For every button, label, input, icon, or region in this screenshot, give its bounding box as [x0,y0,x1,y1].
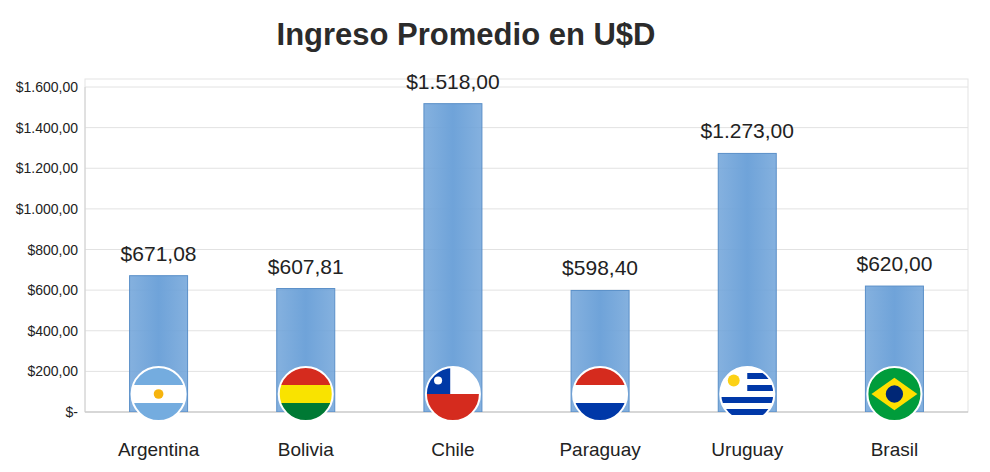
x-tick-label: Argentina [118,439,200,460]
grid-line [85,249,968,250]
y-tick-label: $1.000,00 [16,201,78,217]
flag-icon [720,367,774,421]
y-tick-label: $1.200,00 [16,160,78,176]
flag-icon [573,367,627,421]
flag-icon [279,367,333,421]
flag-ring [279,367,333,421]
flag-ring [720,367,774,421]
y-tick-label: $800,00 [27,242,78,258]
flag-ring [573,367,627,421]
y-tick-label: $400,00 [27,323,78,339]
y-tick-label: $1.400,00 [16,120,78,136]
x-tick-label: Paraguay [559,439,641,460]
flag-icon [867,367,921,421]
data-label: $598,40 [562,256,638,279]
data-label: $607,81 [268,255,344,278]
flag-ring [867,367,921,421]
grid-line [85,371,968,372]
chart-title: Ingreso Promedio en U$D [277,17,656,52]
y-tick-label: $- [66,404,79,420]
y-tick-label: $600,00 [27,282,78,298]
chart-root: $- $200,00 $400,00 $600,00 $800,00 $1.000,00 $… [0,0,990,472]
y-axis-line [85,87,86,412]
grid-line [85,290,968,291]
bars [130,104,924,412]
x-tick-label: Brasil [871,439,919,460]
x-tick-label: Bolivia [278,439,334,460]
grid-line [85,208,968,209]
data-label: $1.518,00 [406,70,499,93]
x-tick-label: Uruguay [711,439,783,460]
bar [718,153,776,412]
flag-ring [132,367,186,421]
data-label: $620,00 [856,252,932,275]
y-tick-label: $200,00 [27,363,78,379]
bar [571,290,629,412]
flag-icon [426,367,480,421]
data-label: $671,08 [121,242,197,265]
bar [865,286,923,412]
grid-line [85,127,968,128]
plot-frame [85,79,968,412]
grid-line [85,87,968,88]
bar [277,289,335,412]
x-tick-label: Chile [431,439,474,460]
y-tick-label: $1.600,00 [16,79,78,95]
grid-line [85,412,968,413]
bar [424,104,482,412]
flag-icon [132,367,186,421]
chart-svg: $- $200,00 $400,00 $600,00 $800,00 $1.000,00 $… [0,0,990,472]
data-label: $1.273,00 [701,119,794,142]
grid-line [85,168,968,169]
flag-ring [426,367,480,421]
grid [85,87,968,412]
grid-line [85,330,968,331]
